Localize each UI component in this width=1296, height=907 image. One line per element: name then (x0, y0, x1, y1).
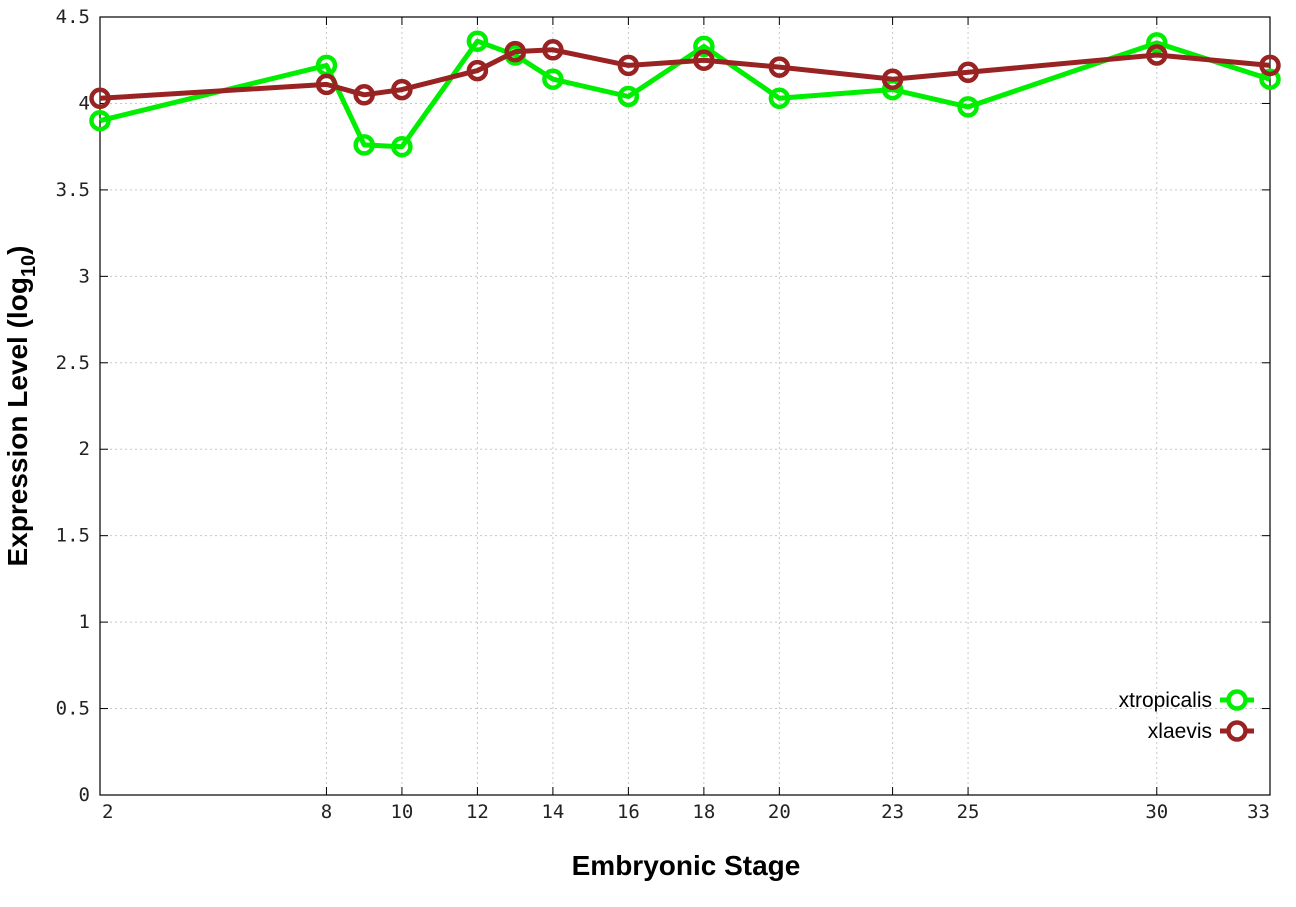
x-tick-label: 33 (1247, 801, 1270, 823)
plot-frame (99, 16, 1271, 796)
legend: xtropicalis xlaevis (1119, 689, 1254, 743)
x-axis-title: Embryonic Stage (572, 850, 801, 881)
data-point (1259, 54, 1281, 77)
data-point (89, 109, 111, 132)
legend-swatch-marker (1226, 720, 1248, 742)
x-tick-label: 16 (617, 801, 640, 823)
y-tick-label: 4.5 (56, 6, 90, 28)
y-axis-title-suffix: ) (2, 246, 33, 255)
x-tick-label: 20 (768, 801, 791, 823)
y-tick-labels: 0 0.5 1 1.5 2 2.5 3 3.5 4 4.5 (56, 6, 90, 806)
data-point (1146, 32, 1168, 54)
data-point (542, 39, 564, 61)
series-xtropicalis (89, 30, 1281, 158)
data-point (768, 87, 791, 110)
data-point (353, 134, 375, 156)
x-tick-label: 23 (881, 801, 904, 823)
data-point (466, 59, 489, 82)
data-series (89, 30, 1281, 158)
y-tick-label: 3 (79, 265, 90, 287)
y-tick-label: 0 (79, 784, 90, 806)
legend-swatch-marker (1226, 689, 1248, 711)
y-tick-label: 1.5 (56, 525, 90, 547)
data-point (957, 96, 979, 118)
data-point (391, 78, 413, 101)
x-tick-label: 25 (957, 801, 980, 823)
data-point (693, 49, 715, 71)
data-point (693, 35, 715, 58)
data-point (617, 54, 640, 77)
data-point (89, 87, 111, 110)
y-axis-title-subscript: 10 (18, 255, 40, 277)
legend-label: xlaevis (1148, 720, 1212, 743)
x-tick-label: 8 (321, 801, 332, 823)
series-xlaevis (89, 39, 1281, 110)
legend-item-xtropicalis: xtropicalis (1119, 689, 1254, 712)
data-point (1259, 68, 1281, 90)
data-point (504, 40, 526, 63)
data-point (315, 73, 338, 96)
x-tick-label: 30 (1145, 801, 1168, 823)
data-point (542, 68, 564, 90)
y-tick-label: 3.5 (56, 179, 90, 201)
grid-lines (100, 17, 1270, 795)
y-tick-label: 4 (79, 92, 90, 114)
x-tick-label: 12 (466, 801, 489, 823)
tick-marks (99, 16, 1271, 796)
x-tick-label: 10 (390, 801, 413, 823)
y-axis-title-main: Expression Level (log (2, 277, 33, 566)
axes (99, 16, 1271, 796)
y-tick-label: 2 (79, 438, 90, 460)
legend-item-xlaevis: xlaevis (1148, 720, 1254, 743)
x-tick-label: 18 (692, 801, 715, 823)
y-axis-title: Expression Level (log10) (2, 246, 40, 567)
data-point (617, 85, 640, 108)
x-tick-labels: 2 8 10 12 14 16 18 20 23 25 30 33 (102, 801, 1270, 823)
data-point (353, 84, 375, 106)
x-tick-label: 14 (541, 801, 564, 823)
data-point (768, 56, 791, 78)
y-tick-label: 1 (79, 611, 90, 633)
legend-label: xtropicalis (1119, 689, 1212, 712)
data-point (957, 61, 979, 84)
data-point (466, 30, 489, 52)
y-tick-label: 0.5 (56, 698, 90, 720)
y-tick-label: 2.5 (56, 352, 90, 374)
x-tick-label: 2 (102, 801, 113, 823)
series-line (99, 38, 1271, 150)
data-point (1146, 44, 1168, 66)
data-point (391, 135, 413, 158)
data-point (881, 68, 904, 90)
